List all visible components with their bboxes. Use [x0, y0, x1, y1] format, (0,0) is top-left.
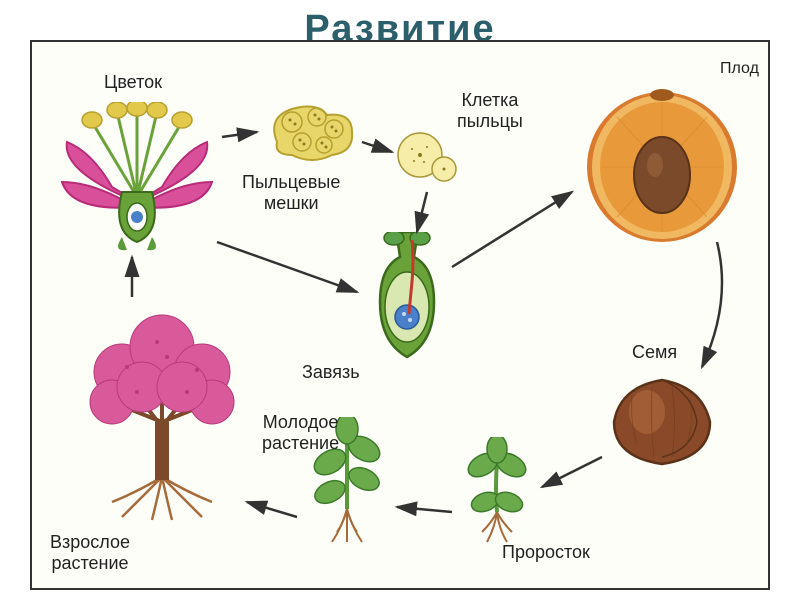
seed-illustration [602, 372, 722, 472]
flower-label: Цветок [104, 72, 162, 93]
ovary-illustration [362, 232, 452, 362]
seedling-label: Проросток [502, 542, 590, 563]
fruit-illustration [577, 77, 747, 247]
pollen-cell-label: Клетка пыльцы [457, 90, 523, 132]
seedling-illustration [457, 437, 537, 547]
adult-plant-label: Взрослое растение [50, 532, 130, 574]
adult-plant-illustration [67, 292, 257, 522]
flower-illustration [52, 102, 222, 252]
pollen-cell-illustration [392, 127, 462, 187]
pollen-sacs-illustration [262, 97, 362, 167]
ovary-label: Завязь [302, 362, 360, 383]
diagram-frame: Цветок Пыльцевые мешки [30, 40, 770, 590]
fruit-label: Плод [720, 60, 759, 78]
young-plant-label: Молодое растение [262, 412, 339, 454]
seed-label: Семя [632, 342, 677, 363]
pollen-sacs-label: Пыльцевые мешки [242, 172, 340, 214]
